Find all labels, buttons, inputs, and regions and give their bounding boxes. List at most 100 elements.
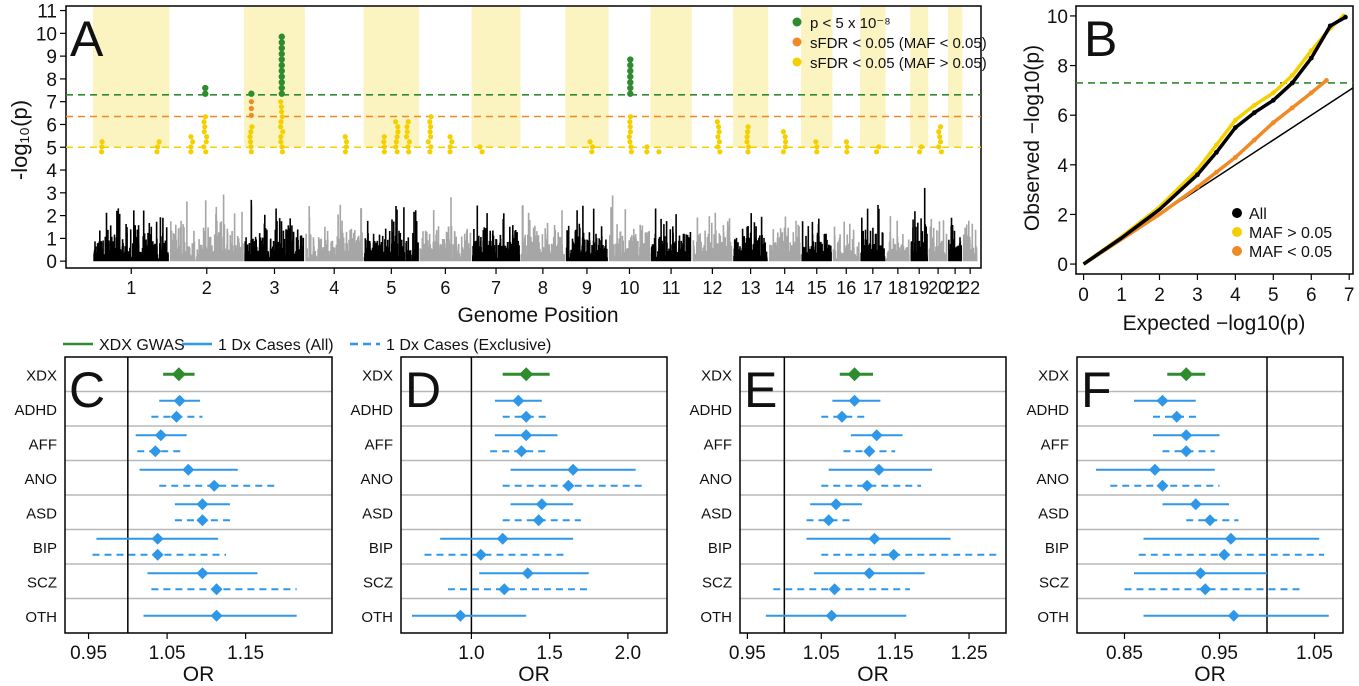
qq-point — [1195, 184, 1200, 190]
x-tick-label: 16 — [836, 278, 856, 298]
hit-point — [156, 139, 162, 145]
qq-point — [1251, 110, 1257, 116]
chromosome-shade — [471, 7, 521, 148]
qq-point — [1270, 90, 1276, 96]
hit-point — [99, 144, 105, 150]
hit-point — [405, 119, 411, 125]
qq-point — [1270, 97, 1276, 103]
exclusive-estimate — [1170, 410, 1183, 423]
hit-point — [343, 144, 349, 150]
hit-point — [427, 129, 433, 135]
row-label: SCZ — [1039, 574, 1069, 591]
x-tick-label: 0.95 — [1201, 643, 1238, 664]
legend-label: sFDR < 0.05 (MAF > 0.05) — [810, 55, 987, 72]
y-tick-label: 1 — [46, 229, 57, 250]
y-tick-label: 7 — [46, 93, 57, 114]
hit-point — [876, 144, 882, 150]
all-estimate — [454, 609, 467, 622]
legend-marker — [1232, 227, 1242, 237]
row-label: AFF — [704, 436, 732, 453]
x-tick-label: 21 — [945, 278, 965, 298]
legend-label: MAF > 0.05 — [1249, 225, 1332, 242]
x-tick-label: 1.05 — [1296, 643, 1333, 664]
hit-point — [278, 67, 285, 75]
chromosome-points — [565, 205, 608, 262]
chromosome-shade — [947, 7, 963, 148]
qq-plot: 0 2 4 6 8 10 0 1 2 3 4 5 6 7 B Expected −log10(p) Ob… — [1021, 5, 1354, 335]
x-tick-label: 0 — [1078, 285, 1089, 306]
hit-point — [202, 90, 209, 97]
hit-point — [844, 144, 850, 150]
chromosome-shade — [363, 7, 420, 148]
hit-point — [627, 119, 633, 125]
exclusive-estimate — [498, 583, 511, 596]
x-tick-label: 1.0 — [458, 643, 484, 664]
hit-point — [248, 99, 254, 105]
exclusive-estimate — [1199, 583, 1212, 596]
panel-letter: D — [405, 362, 441, 418]
hit-point — [190, 139, 196, 145]
chromosome-shade — [93, 7, 170, 148]
hit-point — [404, 124, 410, 130]
exclusive-estimate — [208, 479, 221, 492]
hit-point — [427, 149, 433, 155]
all-estimate — [868, 532, 881, 545]
hit-point — [98, 149, 105, 155]
hit-point — [278, 139, 284, 145]
qq-point — [1324, 78, 1329, 83]
row-label: ASD — [362, 505, 393, 522]
chromosome-shade — [244, 7, 305, 148]
hit-point — [937, 139, 944, 145]
hit-point — [155, 144, 161, 150]
all-estimate — [182, 463, 195, 476]
hit-point — [627, 79, 634, 86]
hit-point — [381, 149, 387, 155]
exclusive-estimate — [151, 548, 164, 561]
y-tick-label: 3 — [46, 184, 57, 205]
hit-point — [405, 144, 411, 150]
row-label: BIP — [1045, 540, 1069, 557]
legend-marker — [792, 17, 802, 27]
hit-point — [393, 119, 399, 125]
hit-point — [201, 144, 207, 150]
chromosome-points — [244, 199, 305, 262]
x-tick-label: 2 — [202, 278, 212, 298]
hit-point — [278, 44, 285, 52]
all-estimate — [1194, 567, 1207, 580]
all-estimate — [848, 394, 861, 407]
hit-point — [916, 149, 923, 155]
hit-point — [249, 124, 255, 130]
y-tick-label: 11 — [37, 2, 57, 23]
hit-point — [937, 124, 944, 130]
x-tick-label: 1.5 — [536, 643, 562, 664]
qq-series — [1076, 13, 1354, 266]
x-tick-label: 0.95 — [70, 643, 107, 664]
hit-point — [203, 149, 209, 155]
x-tick-label: 9 — [582, 278, 592, 298]
manhattan-y-label: -log₁₀(p) — [7, 100, 32, 180]
hit-point — [715, 124, 722, 130]
qq-x-ticks: 0 1 2 3 4 5 6 7 — [1078, 274, 1354, 306]
hit-point — [844, 149, 850, 155]
row-label: BIP — [708, 540, 732, 557]
y-tick-label: 5 — [46, 138, 57, 159]
x-tick-label: 2.0 — [615, 643, 641, 664]
all-estimate — [863, 567, 876, 580]
x-axis-label: OR — [183, 663, 215, 686]
hit-point — [626, 134, 632, 140]
exclusive-estimate — [863, 445, 876, 458]
hit-point — [343, 139, 350, 145]
qq-series-line — [1082, 14, 1345, 266]
hit-point — [201, 119, 207, 125]
hit-point — [587, 139, 593, 145]
hit-point — [936, 144, 942, 150]
all-estimate — [196, 567, 209, 580]
exclusive-estimate — [861, 479, 874, 492]
all-estimate — [520, 429, 533, 442]
row-label: OTH — [1037, 609, 1069, 626]
hit-point — [814, 144, 820, 150]
forest-frame — [64, 356, 333, 634]
legend-label: MAF < 0.05 — [1249, 244, 1332, 261]
exclusive-estimate — [1180, 445, 1193, 458]
